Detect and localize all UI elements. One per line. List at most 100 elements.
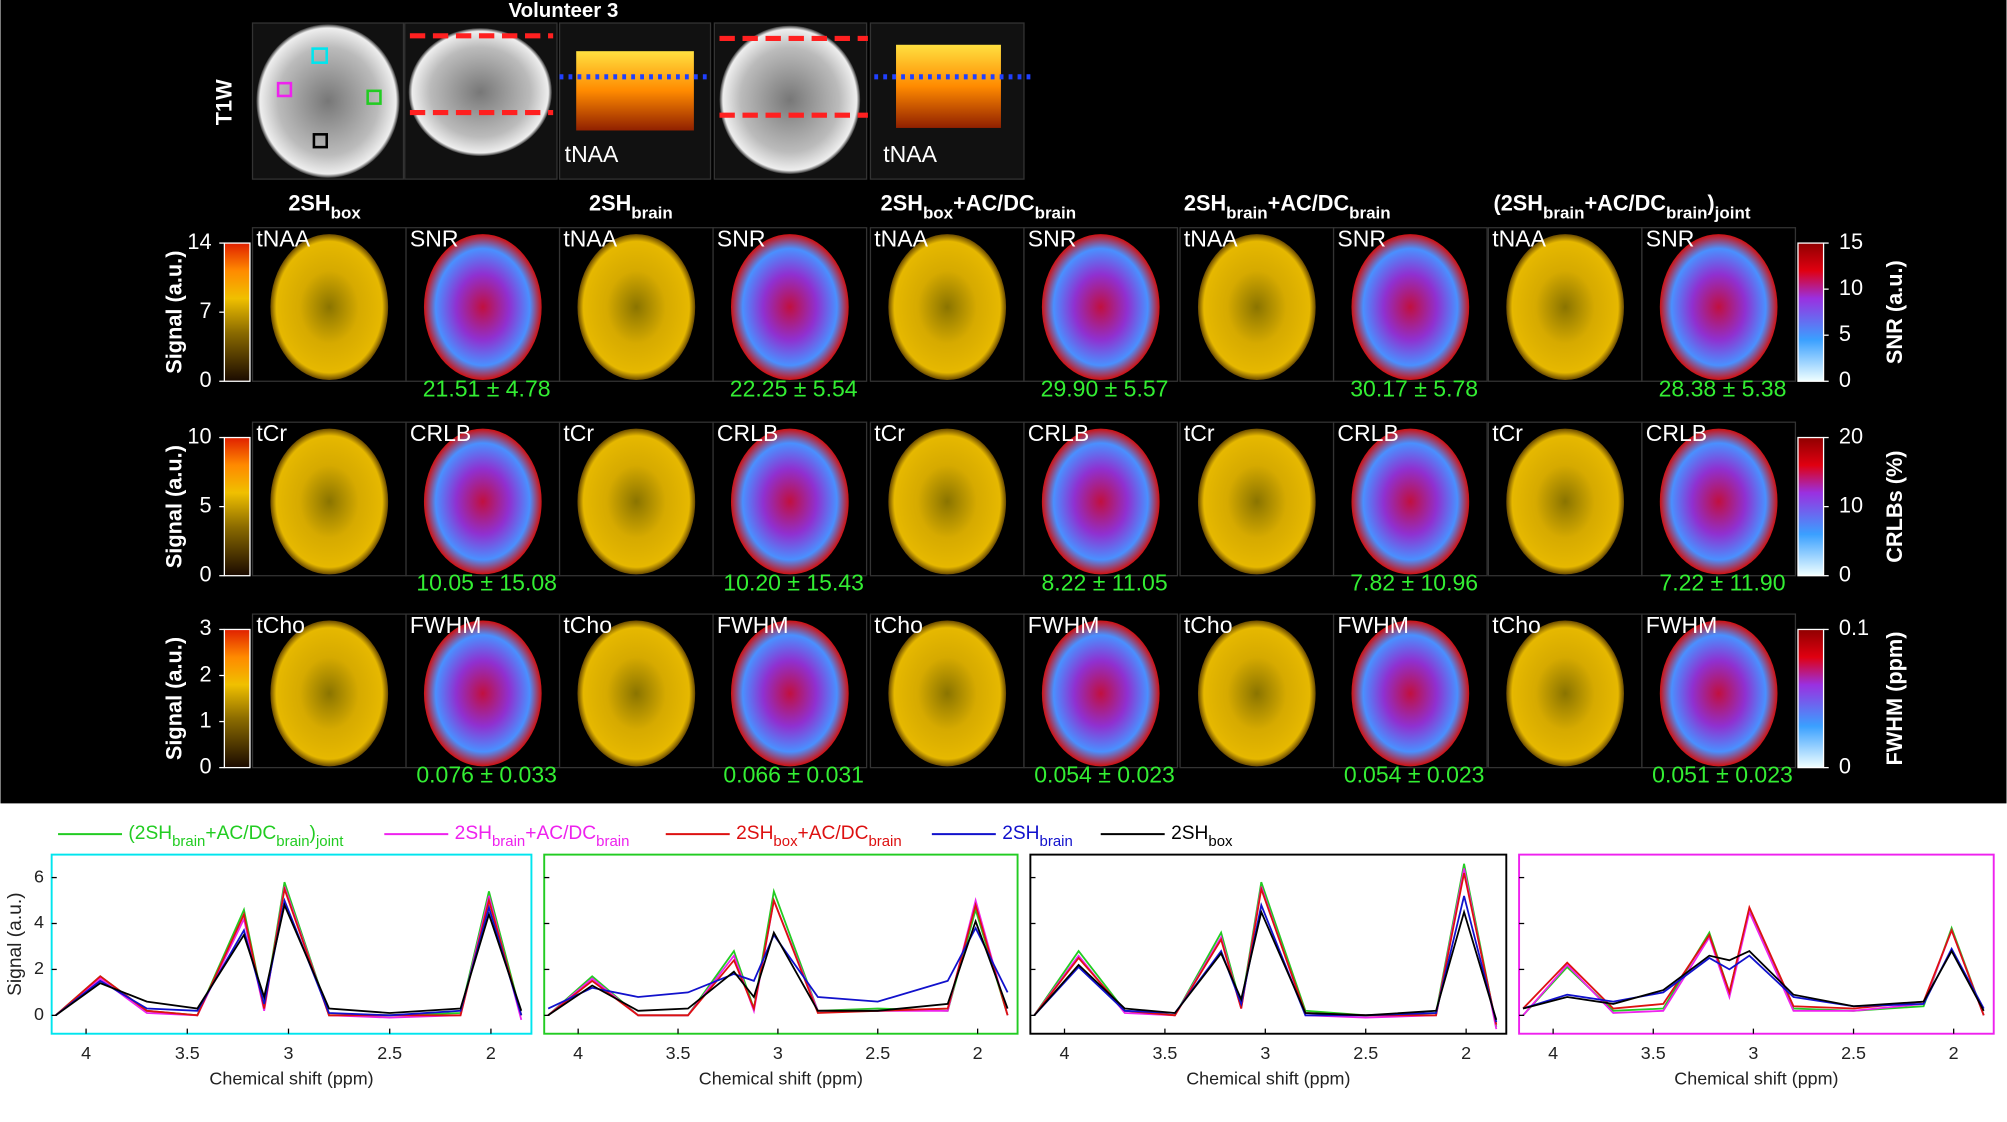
plot-frame [50, 853, 533, 1035]
metabolite-label: tCho [874, 612, 923, 638]
metric-map [1351, 234, 1470, 380]
metabolite-map [888, 620, 1007, 767]
metabolite-label: tNAA [1492, 226, 1546, 252]
colorbar [1797, 436, 1825, 577]
subscript: joint [315, 834, 344, 851]
metabolite-map [270, 428, 389, 575]
metabolite-map [270, 234, 389, 380]
x-tick-label: 2 [1461, 1043, 1471, 1063]
subscript: brain [1035, 204, 1076, 223]
metabolite-map [270, 620, 389, 767]
subscript: box [923, 204, 954, 223]
colorbar-tick-label: 3 [199, 615, 211, 640]
stat-label: 8.22 ± 11.05 [1042, 570, 1168, 596]
metric-map [1659, 428, 1778, 575]
stat-label: 0.051 ± 0.023 [1652, 762, 1793, 788]
legend-label: 2SHbrain [1002, 823, 1073, 850]
metric-label: FWHM [410, 612, 482, 638]
text-part: +AC/DC [1584, 190, 1666, 215]
stat-label: 10.20 ± 15.43 [723, 570, 864, 596]
x-tick-label: 3 [284, 1043, 294, 1063]
metabolite-map [888, 428, 1007, 575]
metric-map [1041, 234, 1160, 380]
metric-map [1659, 234, 1778, 380]
metric-map [1659, 620, 1778, 767]
stat-label: 7.22 ± 11.90 [1659, 570, 1785, 596]
metric-label: SNR [410, 226, 459, 252]
voxel-marker [312, 133, 328, 149]
text-part: +AC/DC [1268, 190, 1350, 215]
subscript: brain [172, 834, 205, 851]
column-header: (2SHbrain+AC/DCbrain)joint [1493, 190, 1750, 222]
metabolite-map [577, 428, 696, 575]
metabolite-map [1506, 234, 1624, 380]
metric-map [1041, 428, 1160, 575]
text-part: 2SH [1184, 190, 1226, 215]
stat-label: 21.51 ± 4.78 [423, 375, 551, 401]
x-tick-label: 3.5 [666, 1043, 691, 1063]
x-tick-label: 2.5 [377, 1043, 402, 1063]
stat-label: 29.90 ± 5.57 [1041, 375, 1169, 401]
colorbar-tick-label: 5 [1839, 321, 1851, 346]
x-tick-label: 3.5 [1641, 1043, 1666, 1063]
slab-lines [409, 33, 868, 118]
x-tick-label: 4 [81, 1043, 91, 1063]
axial-image [256, 24, 400, 178]
stat-label: 10.05 ± 15.08 [416, 570, 557, 596]
subscript: brain [868, 834, 901, 851]
subscript: box [1208, 834, 1233, 851]
metric-map [1351, 620, 1470, 767]
x-tick-label: 2 [1949, 1043, 1959, 1063]
plot-frame [1029, 853, 1508, 1035]
stat-label: 30.17 ± 5.78 [1350, 375, 1478, 401]
metric-label: CRLB [1337, 420, 1398, 446]
x-tick-label: 3.5 [175, 1043, 200, 1063]
subscript: brain [596, 834, 629, 851]
subscript: brain [492, 834, 525, 851]
subscript: joint [1714, 204, 1751, 223]
subscript: brain [631, 204, 672, 223]
naa-slab [896, 44, 1001, 128]
metabolite-label: tCr [874, 420, 905, 446]
x-axis-label: Chemical shift (ppm) [699, 1069, 863, 1089]
stat-label: 7.82 ± 10.96 [1350, 570, 1478, 596]
metabolite-map [577, 234, 696, 380]
subscript: brain [1543, 204, 1584, 223]
x-axis-label: Chemical shift (ppm) [1674, 1069, 1838, 1089]
x-tick-label: 2.5 [865, 1043, 890, 1063]
metric-map [1041, 620, 1160, 767]
spectrum-line [547, 926, 1009, 1010]
x-axis-label: Chemical shift (ppm) [209, 1069, 373, 1089]
stat-label: 0.066 ± 0.031 [723, 762, 864, 788]
metric-label: SNR [1028, 226, 1077, 252]
metabolite-map [1506, 428, 1624, 575]
metabolite-label: tCho [563, 612, 612, 638]
metric-axis-label: CRLBs (%) [1882, 450, 1907, 562]
metabolite-map [577, 620, 696, 767]
metric-label: CRLB [1646, 420, 1707, 446]
column-header: 2SHbox+AC/DCbrain [881, 190, 1076, 222]
stat-label: 0.054 ± 0.023 [1034, 762, 1175, 788]
metabolite-map [1197, 234, 1316, 380]
subscript: brain [1226, 204, 1267, 223]
metric-map [730, 234, 849, 380]
plot-frame [543, 853, 1019, 1035]
signal-axis-label: Signal (a.u.) [162, 637, 187, 760]
signal-axis-label: Signal (a.u.) [162, 445, 187, 568]
text-part: +AC/DC [953, 190, 1035, 215]
y-tick-label: 4 [34, 912, 44, 932]
colorbar-tick-label: 0 [1839, 367, 1851, 392]
t1w-label: T1W [211, 79, 236, 125]
metabolite-label: tNAA [874, 226, 928, 252]
colorbar-tick-label: 10 [1839, 275, 1863, 300]
x-tick-label: 3 [773, 1043, 783, 1063]
colorbar-tick-label: 0 [1839, 561, 1851, 586]
spectrum-line [1033, 908, 1498, 1021]
colorbar-tick-label: 0 [1839, 753, 1851, 778]
metric-map [1351, 428, 1470, 575]
metric-map [730, 428, 849, 575]
metabolite-label: tNAA [1184, 226, 1238, 252]
text-part: 2SH [1002, 823, 1039, 844]
metabolite-map [1506, 620, 1624, 767]
